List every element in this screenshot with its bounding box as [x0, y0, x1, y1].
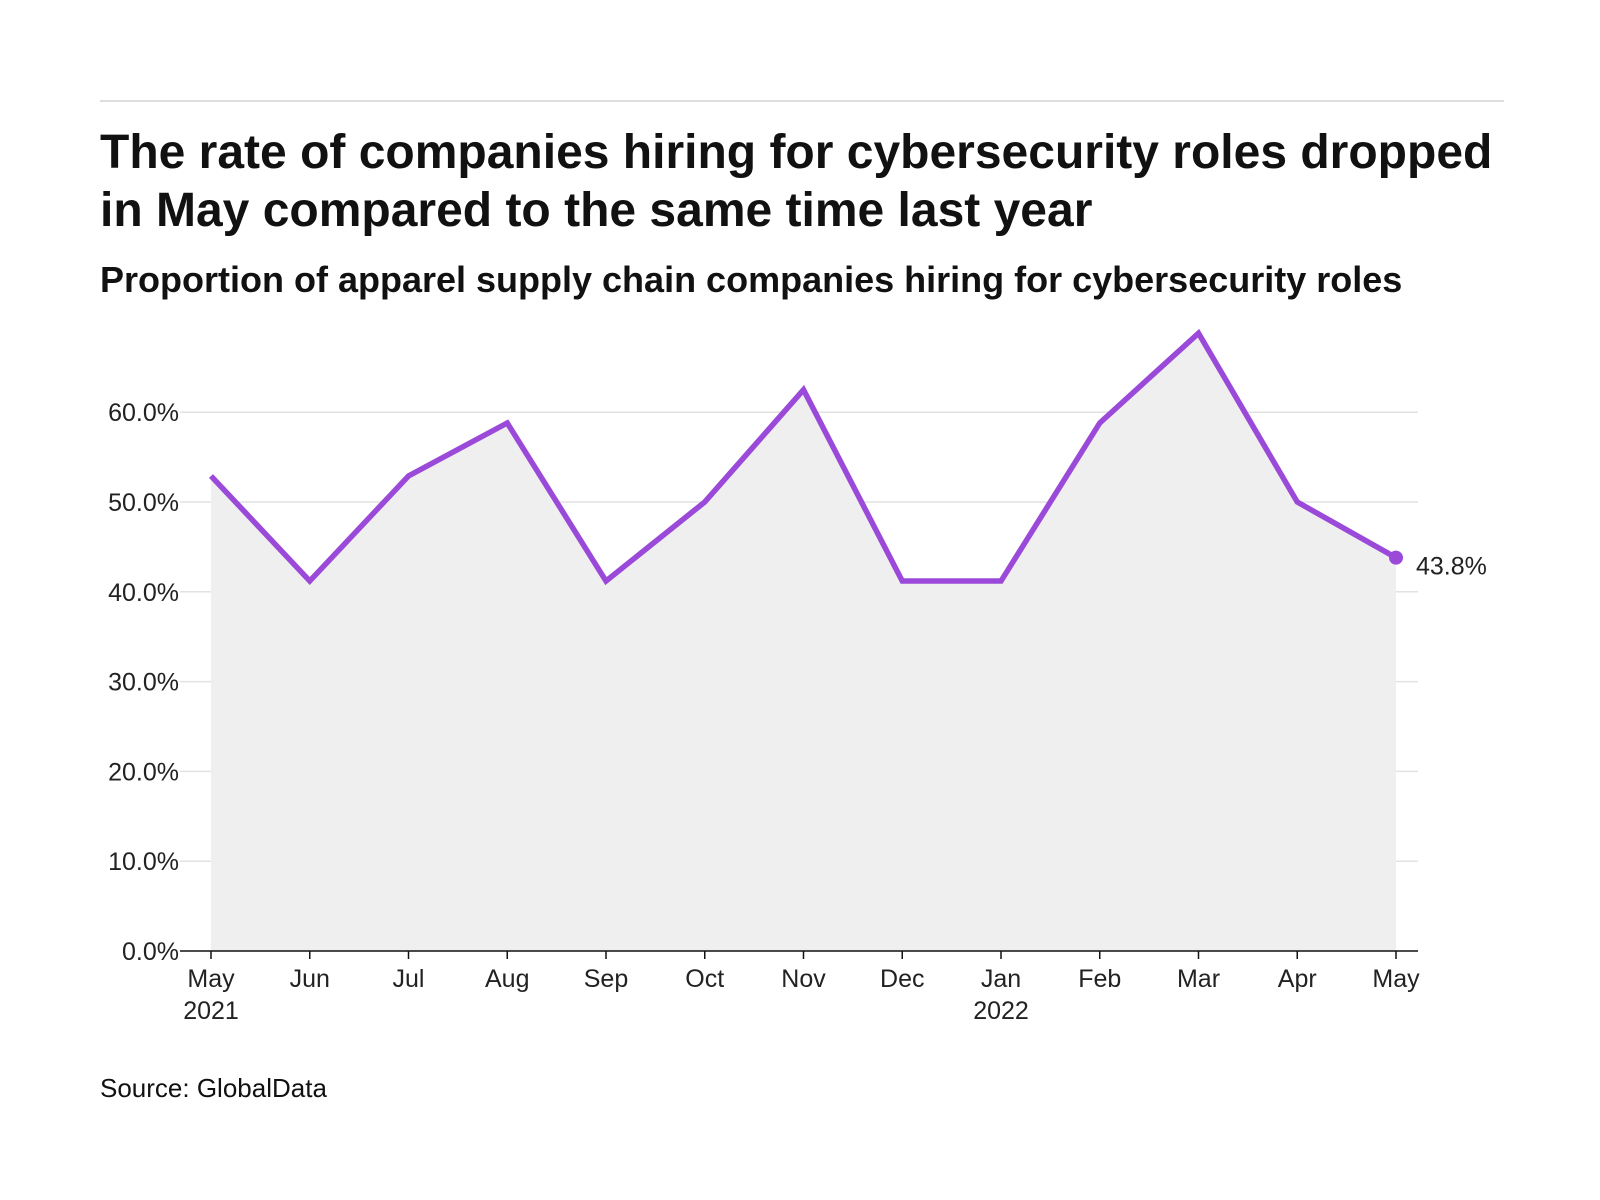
- y-tick-label: 30.0%: [108, 669, 179, 697]
- x-tick-year-label: 2021: [183, 997, 239, 1025]
- area-fill: [211, 333, 1396, 951]
- x-tick-label: Jan: [981, 965, 1021, 993]
- y-axis-tick-labels: 0.0% 10.0% 20.0% 30.0% 40.0% 50.0% 60.0%: [108, 399, 179, 966]
- x-axis: [180, 950, 1418, 959]
- series-line: [208, 328, 1398, 586]
- chart-subtitle: Proportion of apparel supply chain compa…: [100, 259, 1403, 300]
- x-axis-tick-labels: May 2021 Jun Jul Aug Sep Oct Nov Dec Jan 2022 Feb Ma…: [183, 965, 1420, 1025]
- x-tick-label: Apr: [1278, 965, 1317, 993]
- series-line-group: [208, 328, 1403, 586]
- x-tick-label: Nov: [781, 965, 826, 993]
- x-tick-label: Aug: [485, 965, 529, 993]
- y-tick-label: 20.0%: [108, 758, 179, 786]
- x-tick-label: Mar: [1177, 965, 1220, 993]
- x-tick-label: Feb: [1078, 965, 1121, 993]
- area-fill-group: [211, 333, 1396, 951]
- x-tick-label: Dec: [880, 965, 924, 993]
- y-tick-label: 40.0%: [108, 579, 179, 607]
- top-divider: [100, 100, 1504, 102]
- x-tick-label: Oct: [685, 965, 724, 993]
- x-tick-label: Sep: [584, 965, 628, 993]
- x-tick-label: May: [187, 965, 235, 993]
- chart-title: The rate of companies hiring for cyberse…: [100, 126, 1493, 237]
- y-tick-label: 10.0%: [108, 848, 179, 876]
- end-point-marker: [1389, 550, 1403, 565]
- x-tick-label: Jul: [393, 965, 425, 993]
- line-chart: 0.0% 10.0% 20.0% 30.0% 40.0% 50.0% 60.0% May 20…: [108, 328, 1487, 1025]
- x-tick-year-label: 2022: [973, 997, 1029, 1025]
- source-note: Source: GlobalData: [100, 1073, 327, 1103]
- data-labels: 43.8%: [1416, 553, 1487, 581]
- x-tick-label: Jun: [290, 965, 330, 993]
- y-tick-label: 60.0%: [108, 399, 179, 427]
- end-value-label: 43.8%: [1416, 553, 1487, 581]
- y-tick-label: 0.0%: [122, 938, 179, 966]
- x-tick-label: May: [1372, 965, 1420, 993]
- y-tick-label: 50.0%: [108, 489, 179, 517]
